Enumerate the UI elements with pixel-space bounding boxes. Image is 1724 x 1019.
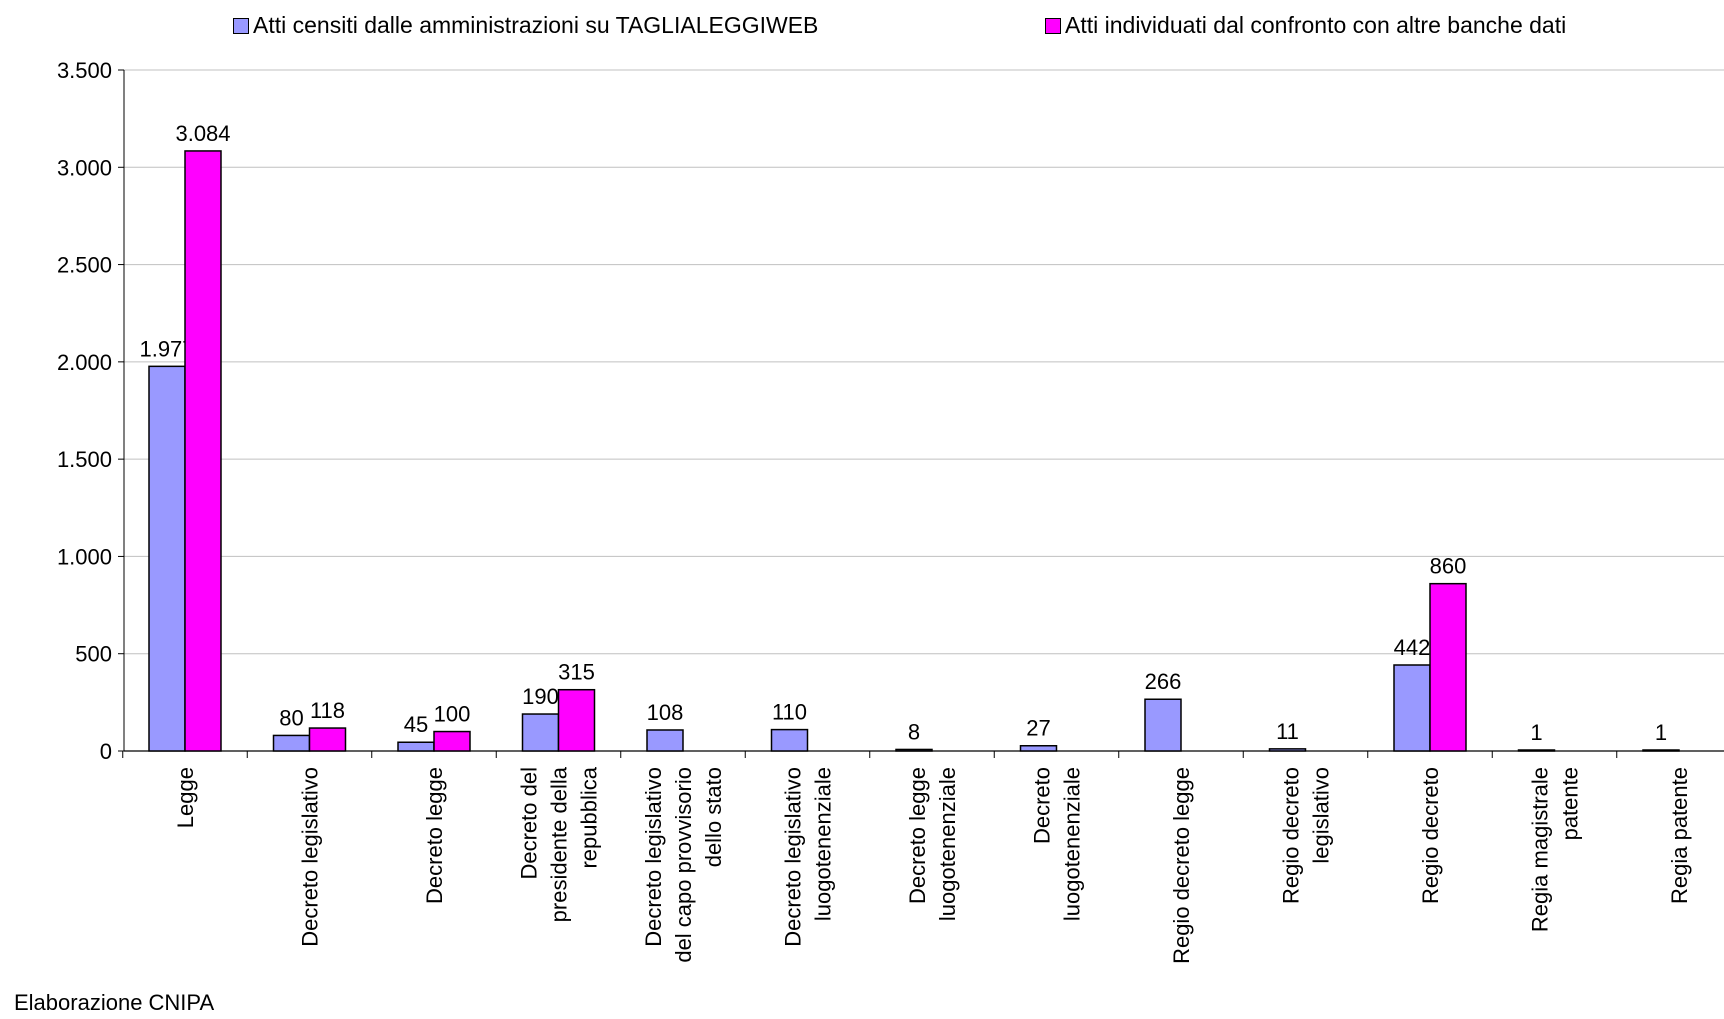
x-category-label-line: patente: [1558, 767, 1583, 840]
legend-label-censiti: Atti censiti dalle amministrazioni su TA…: [253, 12, 819, 38]
x-category-label: Regio decreto legge: [1169, 767, 1194, 964]
bar-censiti: [521, 713, 560, 752]
data-label-censiti: 8: [908, 719, 920, 744]
data-label-censiti: 27: [1026, 716, 1050, 741]
data-label-censiti: 1: [1530, 720, 1542, 745]
bar-censiti: [1019, 744, 1058, 752]
y-tick-label: 2.500: [57, 253, 112, 278]
y-tick-label: 0: [100, 739, 112, 764]
x-category-label: Decreto legislativo luogotenenziale: [781, 767, 836, 947]
x-category-label: Decreto luogotenenziale: [1030, 767, 1085, 921]
legend-label-individuati: Atti individuati dal confronto con altre…: [1065, 12, 1567, 38]
data-label-individuati: 118: [310, 698, 345, 723]
x-category-label-line: luogotenenziale: [811, 767, 836, 921]
x-category-label: Legge: [173, 767, 198, 828]
x-category-label-line: Regia patente: [1667, 767, 1692, 904]
x-category-label-line: Regia magistrale: [1528, 767, 1553, 932]
x-category-label-line: Decreto legislativo: [781, 767, 806, 947]
y-tick-label: 2.000: [57, 350, 112, 375]
x-category-label: Regio decreto legislativo: [1279, 767, 1334, 904]
bar-individuati: [184, 150, 222, 752]
bar-individuati: [308, 727, 347, 752]
data-label-censiti: 110: [772, 700, 807, 725]
y-tick-label: 1.000: [57, 544, 112, 569]
bar-censiti: [1393, 664, 1431, 752]
data-label-censiti: 108: [647, 700, 684, 725]
x-category-label-line: luogotenenziale: [1060, 767, 1085, 921]
x-category-label-line: Decreto legge: [422, 767, 447, 904]
x-category-label: Decreto legislativo: [298, 767, 323, 947]
data-label-individuati: 100: [434, 702, 471, 727]
data-label-individuati: 3.084: [175, 121, 230, 146]
x-category-label-line: Regio decreto: [1279, 767, 1304, 904]
bar-censiti: [646, 729, 684, 752]
bar-censiti: [1144, 698, 1182, 752]
bar-censiti: [1268, 748, 1307, 752]
x-category-label-line: Regio decreto: [1418, 767, 1443, 904]
x-category-label: Regia magistrale patente: [1528, 767, 1583, 932]
x-category-label: Decreto legge: [422, 767, 447, 904]
x-category-label: Decreto del presidente della repubblica: [517, 766, 602, 922]
y-tick-label: 3.500: [57, 58, 112, 83]
y-tick-label: 1.500: [57, 447, 112, 472]
bar-censiti: [1517, 749, 1556, 752]
x-category-label-line: repubblica: [577, 766, 602, 868]
bar-censiti: [1642, 749, 1680, 752]
x-category-label: Regio decreto: [1418, 767, 1443, 904]
legend-item-individuati: Atti individuati dal confronto con altre…: [1045, 12, 1566, 39]
y-tick-label: 500: [75, 642, 112, 667]
x-category-label-line: del capo provvisorio: [671, 767, 696, 963]
x-category-label-line: presidente della: [547, 766, 572, 922]
bar-censiti: [272, 734, 311, 752]
bar-censiti: [895, 748, 933, 752]
y-tick-label: 3.000: [57, 155, 112, 180]
data-label-censiti: 1: [1655, 720, 1667, 745]
x-category-label-line: Decreto del: [517, 767, 542, 880]
data-label-individuati: 315: [558, 660, 595, 685]
legend-swatch-censiti: [233, 17, 249, 34]
x-category-label-line: legislativo: [1309, 767, 1334, 864]
bar-censiti: [770, 728, 809, 752]
data-label-censiti: 190: [522, 684, 559, 709]
bar-individuati: [557, 688, 596, 752]
x-category-label-line: Legge: [173, 767, 198, 828]
x-category-label: Regia patente: [1667, 767, 1692, 904]
chart-legend: Atti censiti dalle amministrazioni su TA…: [0, 8, 1724, 42]
x-category-label-line: Decreto: [1030, 767, 1055, 844]
x-category-label-line: dello stato: [701, 767, 726, 867]
legend-item-censiti: Atti censiti dalle amministrazioni su TA…: [233, 12, 818, 39]
data-label-censiti: 45: [404, 712, 428, 737]
data-label-individuati: 860: [1430, 554, 1467, 579]
x-category-label-line: Decreto legislativo: [298, 767, 323, 947]
x-category-label: Decreto legge luogotenenziale: [905, 767, 960, 921]
legend-swatch-individuati: [1045, 17, 1061, 34]
bar-individuati: [433, 730, 471, 752]
data-label-censiti: 266: [1145, 669, 1182, 694]
x-category-label-line: Decreto legge: [905, 767, 930, 904]
x-category-label-line: Decreto legislativo: [641, 767, 666, 947]
bar-individuati: [1429, 582, 1467, 752]
bar-censiti: [397, 741, 435, 752]
source-note: Elaborazione CNIPA: [14, 990, 215, 1015]
x-category-label-line: Regio decreto legge: [1169, 767, 1194, 964]
bar-censiti: [148, 365, 186, 752]
x-category-label: Decreto legislativo del capo provvisorio d…: [641, 767, 726, 963]
x-category-label-line: luogotenenziale: [935, 767, 960, 921]
data-label-censiti: 442: [1394, 635, 1431, 660]
data-label-censiti: 11: [1276, 719, 1299, 744]
data-label-censiti: 80: [279, 705, 303, 730]
